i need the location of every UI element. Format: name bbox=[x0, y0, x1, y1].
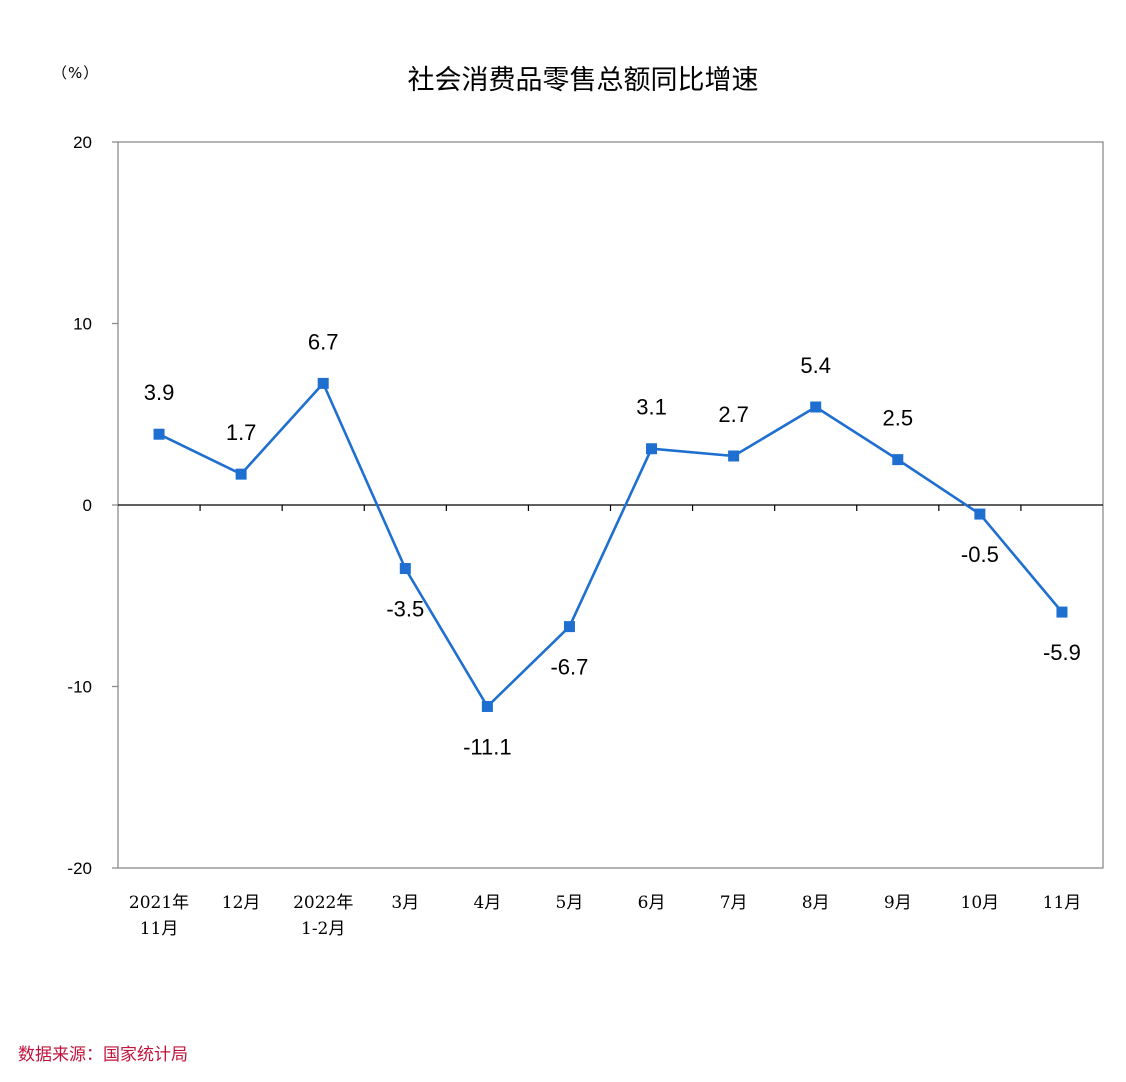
data-value-label: 3.9 bbox=[144, 380, 175, 405]
x-category-label: 8月 bbox=[802, 893, 830, 913]
data-point-marker bbox=[563, 621, 575, 633]
data-value-label: -6.7 bbox=[550, 655, 588, 680]
data-value-label: 5.4 bbox=[800, 353, 831, 378]
data-point-marker bbox=[728, 450, 740, 462]
x-category-label: 3月 bbox=[391, 893, 419, 913]
data-point-marker bbox=[235, 468, 247, 480]
data-value-label: 3.1 bbox=[636, 395, 667, 420]
data-value-label: -11.1 bbox=[463, 734, 512, 759]
data-value-label: -0.5 bbox=[961, 542, 999, 567]
data-labels: 3.9 1.7 6.7 -3.5 -11.1 -6.7 3.1 2.7 5.4 2.5 -0.5 -5… bbox=[144, 329, 1081, 759]
x-category-label: 12月 bbox=[222, 893, 261, 913]
y-axis: 20 10 0 -10 -20 bbox=[67, 133, 118, 878]
data-value-label: 2.5 bbox=[882, 406, 913, 431]
x-category-label: 9月 bbox=[884, 893, 912, 913]
data-value-label: -5.9 bbox=[1043, 640, 1081, 665]
data-value-label: -3.5 bbox=[386, 597, 424, 622]
data-point-marker bbox=[399, 563, 411, 575]
y-tick-label: -20 bbox=[67, 859, 92, 878]
x-category-label: 11月 bbox=[140, 919, 179, 939]
series-line bbox=[158, 382, 1063, 708]
y-tick-label: 0 bbox=[83, 496, 92, 515]
y-tick-label: 10 bbox=[73, 315, 92, 334]
x-category-label: 7月 bbox=[720, 893, 748, 913]
x-category-label: 2022年 bbox=[293, 893, 353, 913]
x-category-label: 11月 bbox=[1043, 893, 1082, 913]
data-point-marker bbox=[892, 454, 904, 466]
data-value-label: 6.7 bbox=[308, 329, 339, 354]
x-category-label: 1-2月 bbox=[301, 919, 345, 939]
x-axis: 2021年 11月 12月 2022年 1-2月 3月 4月 5月 6月 7月 8月 9月 10月 11月 bbox=[129, 505, 1081, 939]
data-point-marker bbox=[974, 508, 986, 520]
y-tick-label: -10 bbox=[67, 678, 92, 697]
data-point-marker bbox=[646, 443, 658, 455]
y-tick-label: 20 bbox=[73, 133, 92, 152]
data-point-marker bbox=[1056, 606, 1068, 618]
x-category-label: 5月 bbox=[556, 893, 584, 913]
x-category-label: 10月 bbox=[961, 893, 1000, 913]
data-source-note: 数据来源：国家统计局 bbox=[18, 1045, 188, 1065]
data-point-marker bbox=[153, 428, 165, 440]
data-point-marker bbox=[317, 377, 329, 389]
chart-title: 社会消费品零售总额同比增速 bbox=[407, 65, 759, 96]
x-category-label: 2021年 bbox=[129, 893, 189, 913]
data-point-marker bbox=[481, 700, 493, 712]
data-point-marker bbox=[810, 401, 822, 413]
x-category-label: 6月 bbox=[638, 893, 666, 913]
y-unit-label: （%） bbox=[52, 64, 100, 82]
data-value-label: 1.7 bbox=[226, 420, 257, 445]
x-category-label: 4月 bbox=[473, 893, 501, 913]
data-value-label: 2.7 bbox=[718, 402, 749, 427]
series-markers bbox=[153, 377, 1068, 712]
